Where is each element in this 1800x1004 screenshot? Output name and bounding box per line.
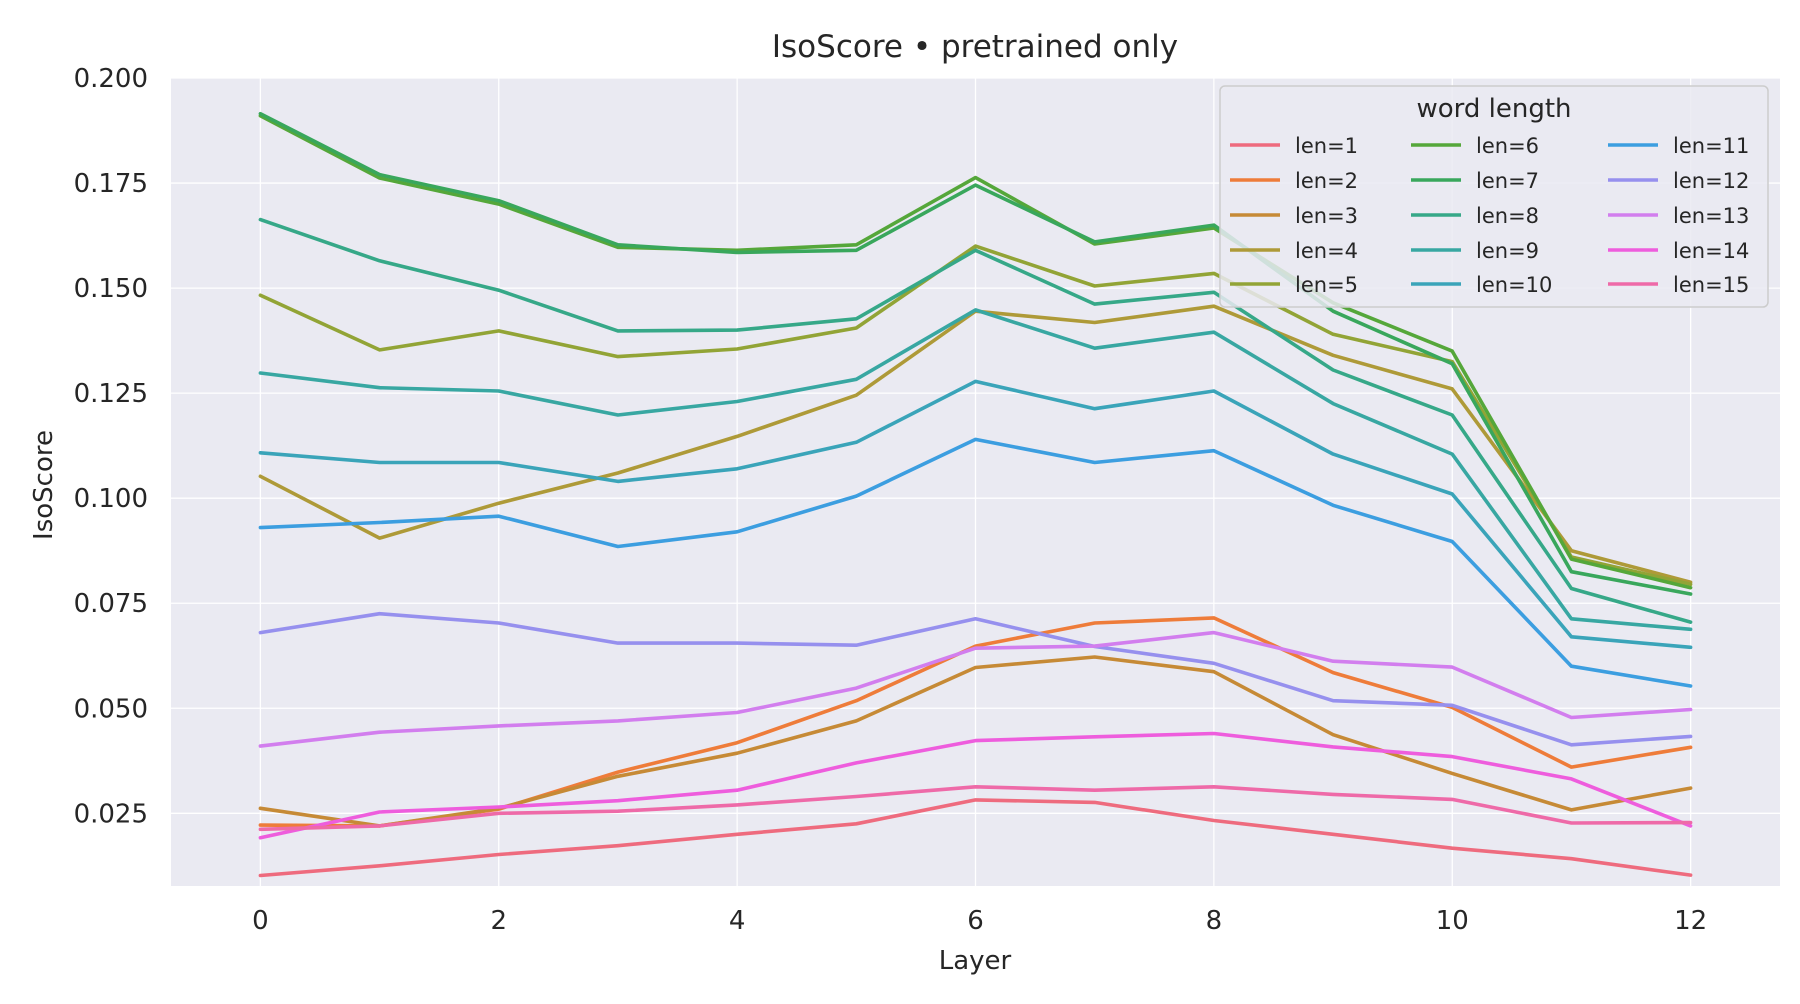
x-tick-label: 10 [1436,906,1469,936]
y-tick-label: 0.200 [74,64,148,94]
legend-label: len=14 [1673,239,1749,263]
legend-label: len=12 [1673,169,1749,193]
x-tick-label: 6 [967,906,984,936]
series-line-len-15 [258,784,1693,832]
y-tick-label: 0.025 [74,799,148,829]
series-line-len-11 [258,437,1693,688]
x-tick-label: 8 [1206,906,1223,936]
legend-label: len=5 [1295,273,1358,297]
legend-label: len=11 [1673,134,1749,158]
series-line-len-5 [258,244,1693,587]
series-line-len-1 [258,798,1693,878]
series-line-len-7 [258,111,1693,596]
x-tick-label: 12 [1674,906,1707,936]
series-line-len-14 [258,731,1693,840]
legend-label: len=1 [1295,134,1358,158]
legend-label: len=4 [1295,239,1358,263]
chart-title: IsoScore • pretrained only [772,29,1178,65]
y-tick-label: 0.125 [74,379,148,409]
series-line-len-10 [258,379,1693,650]
x-tick-label: 0 [252,906,269,936]
series-line-len-13 [258,630,1693,748]
legend-label: len=6 [1476,134,1539,158]
legend-label: len=2 [1295,169,1358,193]
x-axis-label: Layer [939,946,1012,976]
series-line-len-12 [258,611,1693,747]
series-line-len-8 [258,217,1693,624]
y-tick-label: 0.100 [74,484,148,514]
y-tick-label: 0.175 [74,169,148,199]
y-tick-label: 0.150 [74,274,148,304]
legend-title: word length [1416,94,1571,124]
legend-label: len=13 [1673,204,1749,228]
legend-label: len=3 [1295,204,1358,228]
legend-label: len=9 [1476,239,1539,263]
y-tick-label: 0.075 [74,589,148,619]
legend-label: len=7 [1476,169,1539,193]
legend-label: len=15 [1673,273,1749,297]
y-axis-label: IsoScore [29,430,59,540]
x-tick-label: 2 [490,906,507,936]
series-line-len-6 [258,114,1693,590]
y-tick-label: 0.050 [74,694,148,724]
legend-label: len=10 [1476,273,1552,297]
series-line-len-9 [258,308,1693,632]
x-tick-label: 4 [729,906,746,936]
legend-label: len=8 [1476,204,1539,228]
legend: word length len=1 len=2 len=3 len=4 len=5 len… [1219,85,1769,308]
